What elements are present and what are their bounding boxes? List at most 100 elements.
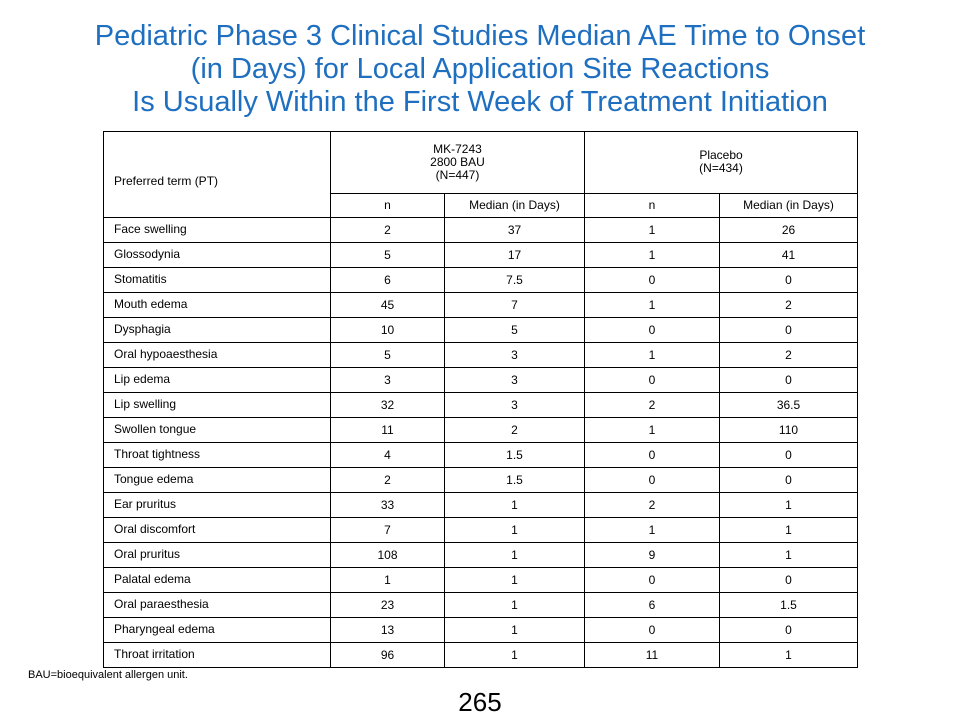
- mk7243-n-cell: 96: [330, 641, 445, 668]
- preferred-term-cell: Lip edema: [103, 366, 331, 393]
- placebo-median-cell: 0: [719, 366, 858, 393]
- preferred-term-cell: Swollen tongue: [103, 416, 331, 443]
- mk7243-n-cell: 1: [330, 566, 445, 593]
- placebo-median-cell: 26: [719, 216, 858, 243]
- preferred-term-cell: Face swelling: [103, 216, 331, 243]
- mk7243-group-header: MK-7243 2800 BAU (N=447): [330, 131, 585, 194]
- preferred-term-cell: Palatal edema: [103, 566, 331, 593]
- mk7243-n-header: n: [330, 192, 445, 218]
- placebo-n-cell: 11: [584, 641, 720, 668]
- table-row: Oral hypoaesthesia 5 3 1 2: [103, 341, 858, 368]
- placebo-median-cell: 1: [719, 641, 858, 668]
- placebo-median-cell: 2: [719, 341, 858, 368]
- placebo-median-cell: 41: [719, 241, 858, 268]
- table-row: Stomatitis 6 7.5 0 0: [103, 266, 858, 293]
- placebo-median-cell: 110: [719, 416, 858, 443]
- table-row: Oral paraesthesia 23 1 6 1.5: [103, 591, 858, 618]
- mk7243-n-cell: 13: [330, 616, 445, 643]
- table-row: Swollen tongue 11 2 1 110: [103, 416, 858, 443]
- preferred-term-cell: Pharyngeal edema: [103, 616, 331, 643]
- mk7243-median-cell: 7: [444, 291, 585, 318]
- slide-title-line-2: (in Days) for Local Application Site Rea…: [190, 53, 770, 85]
- placebo-n-cell: 2: [584, 491, 720, 518]
- slide-title-line-1: Pediatric Phase 3 Clinical Studies Media…: [94, 20, 866, 52]
- placebo-median-header: Median (in Days): [719, 192, 858, 218]
- mk7243-median-cell: 1: [444, 491, 585, 518]
- mk7243-median-cell: 1: [444, 516, 585, 543]
- mk7243-median-cell: 3: [444, 366, 585, 393]
- mk7243-median-cell: 5: [444, 316, 585, 343]
- placebo-group-header: Placebo (N=434): [584, 131, 858, 194]
- mk7243-n-cell: 6: [330, 266, 445, 293]
- preferred-term-cell: Mouth edema: [103, 291, 331, 318]
- placebo-n-cell: 1: [584, 341, 720, 368]
- mk7243-n-cell: 7: [330, 516, 445, 543]
- mk7243-median-cell: 1: [444, 591, 585, 618]
- table-row: Tongue edema 2 1.5 0 0: [103, 466, 858, 493]
- placebo-median-cell: 0: [719, 316, 858, 343]
- mk7243-median-cell: 1: [444, 541, 585, 568]
- preferred-term-cell: Dysphagia: [103, 316, 331, 343]
- placebo-n-cell: 1: [584, 241, 720, 268]
- slide-title: Pediatric Phase 3 Clinical Studies Media…: [0, 20, 960, 119]
- placebo-n-cell: 0: [584, 566, 720, 593]
- mk7243-median-cell: 37: [444, 216, 585, 243]
- mk7243-n-cell: 5: [330, 341, 445, 368]
- placebo-median-cell: 0: [719, 616, 858, 643]
- table-row: Glossodynia 5 17 1 41: [103, 241, 858, 268]
- mk7243-median-cell: 7.5: [444, 266, 585, 293]
- table-row: Throat tightness 4 1.5 0 0: [103, 441, 858, 468]
- mk7243-n-cell: 4: [330, 441, 445, 468]
- placebo-n-cell: 1: [584, 416, 720, 443]
- mk7243-n-cell: 23: [330, 591, 445, 618]
- placebo-n-cell: 1: [584, 516, 720, 543]
- table-row: Oral pruritus 108 1 9 1: [103, 541, 858, 568]
- placebo-n-cell: 9: [584, 541, 720, 568]
- mk7243-median-cell: 1.5: [444, 466, 585, 493]
- table-body: Face swelling 2 37 1 26 Glossodynia 5 17 1 41 Stom…: [103, 216, 858, 668]
- table-row: Palatal edema 1 1 0 0: [103, 566, 858, 593]
- placebo-median-cell: 1.5: [719, 591, 858, 618]
- placebo-header-line-1: Placebo: [699, 148, 743, 163]
- page-number: 265: [458, 687, 502, 717]
- mk7243-n-cell: 3: [330, 366, 445, 393]
- placebo-median-cell: 1: [719, 541, 858, 568]
- placebo-n-cell: 1: [584, 216, 720, 243]
- preferred-term-cell: Oral paraesthesia: [103, 591, 331, 618]
- mk7243-n-cell: 33: [330, 491, 445, 518]
- preferred-term-cell: Stomatitis: [103, 266, 331, 293]
- placebo-n-cell: 0: [584, 266, 720, 293]
- placebo-n-cell: 2: [584, 391, 720, 418]
- placebo-median-cell: 0: [719, 466, 858, 493]
- preferred-term-cell: Oral pruritus: [103, 541, 331, 568]
- table-row: Face swelling 2 37 1 26: [103, 216, 858, 243]
- table-row: Ear pruritus 33 1 2 1: [103, 491, 858, 518]
- preferred-term-cell: Throat tightness: [103, 441, 331, 468]
- table-row: Lip swelling 32 3 2 36.5: [103, 391, 858, 418]
- placebo-n-cell: 0: [584, 366, 720, 393]
- preferred-term-header-spacer: [103, 193, 331, 218]
- preferred-term-header: Preferred term (PT): [103, 131, 331, 193]
- mk7243-median-cell: 1: [444, 641, 585, 668]
- preferred-term-cell: Oral hypoaesthesia: [103, 341, 331, 368]
- mk7243-n-cell: 2: [330, 216, 445, 243]
- mk7243-median-cell: 3: [444, 391, 585, 418]
- placebo-median-cell: 1: [719, 516, 858, 543]
- preferred-term-cell: Tongue edema: [103, 466, 331, 493]
- table-row: Throat irritation 96 1 11 1: [103, 641, 858, 668]
- mk7243-n-cell: 11: [330, 416, 445, 443]
- table-row: Dysphagia 10 5 0 0: [103, 316, 858, 343]
- table-row: Pharyngeal edema 13 1 0 0: [103, 616, 858, 643]
- mk7243-median-cell: 2: [444, 416, 585, 443]
- slide-title-line-3: Is Usually Within the First Week of Trea…: [132, 86, 828, 118]
- placebo-n-cell: 6: [584, 591, 720, 618]
- mk7243-n-cell: 5: [330, 241, 445, 268]
- preferred-term-cell: Ear pruritus: [103, 491, 331, 518]
- table-row: Mouth edema 45 7 1 2: [103, 291, 858, 318]
- mk7243-median-cell: 17: [444, 241, 585, 268]
- mk7243-n-cell: 108: [330, 541, 445, 568]
- mk7243-median-header: Median (in Days): [444, 192, 585, 218]
- placebo-n-cell: 0: [584, 616, 720, 643]
- table-subheader-row: n Median (in Days) n Median (in Days): [103, 192, 858, 218]
- placebo-median-cell: 0: [719, 441, 858, 468]
